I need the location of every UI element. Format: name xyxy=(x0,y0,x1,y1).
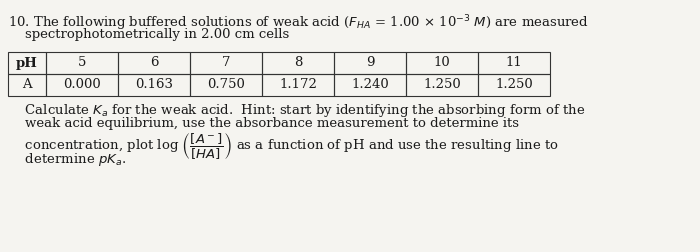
Text: determine $pK_a$.: determine $pK_a$. xyxy=(8,151,126,168)
Bar xyxy=(190,52,262,74)
Bar xyxy=(46,52,118,74)
Text: pH: pH xyxy=(16,56,38,70)
Bar xyxy=(406,52,478,74)
Text: 1.250: 1.250 xyxy=(423,79,461,91)
Bar xyxy=(478,52,550,74)
Text: spectrophotometrically in 2.00 cm cells: spectrophotometrically in 2.00 cm cells xyxy=(8,28,289,41)
Text: 10. The following buffered solutions of weak acid ($F_{HA}$ = 1.00 $\times$ 10$^: 10. The following buffered solutions of … xyxy=(8,13,589,33)
Bar xyxy=(478,74,550,96)
Bar xyxy=(334,52,406,74)
Text: weak acid equilibrium, use the absorbance measurement to determine its: weak acid equilibrium, use the absorbanc… xyxy=(8,117,519,130)
Text: 11: 11 xyxy=(505,56,522,70)
Bar xyxy=(8,74,46,96)
Text: 1.172: 1.172 xyxy=(279,79,317,91)
Bar xyxy=(262,52,334,74)
Bar xyxy=(190,74,262,96)
Bar xyxy=(46,74,118,96)
Text: 9: 9 xyxy=(365,56,375,70)
Text: 1.250: 1.250 xyxy=(495,79,533,91)
Text: 0.750: 0.750 xyxy=(207,79,245,91)
Text: 8: 8 xyxy=(294,56,302,70)
Text: 0.163: 0.163 xyxy=(135,79,173,91)
Text: 0.000: 0.000 xyxy=(63,79,101,91)
Text: A: A xyxy=(22,79,32,91)
Text: 7: 7 xyxy=(222,56,230,70)
Bar xyxy=(262,74,334,96)
Bar xyxy=(334,74,406,96)
Bar xyxy=(406,74,478,96)
Text: concentration, plot log $\left(\dfrac{[A^-]}{[HA]}\right)$ as a function of pH a: concentration, plot log $\left(\dfrac{[A… xyxy=(8,132,559,162)
Bar xyxy=(118,74,190,96)
Bar xyxy=(8,52,46,74)
Text: Calculate $K_a$ for the weak acid.  Hint: start by identifying the absorbing for: Calculate $K_a$ for the weak acid. Hint:… xyxy=(8,102,585,119)
Text: 6: 6 xyxy=(150,56,158,70)
Text: 1.240: 1.240 xyxy=(351,79,389,91)
Text: 5: 5 xyxy=(78,56,86,70)
Text: 10: 10 xyxy=(433,56,450,70)
Bar xyxy=(118,52,190,74)
